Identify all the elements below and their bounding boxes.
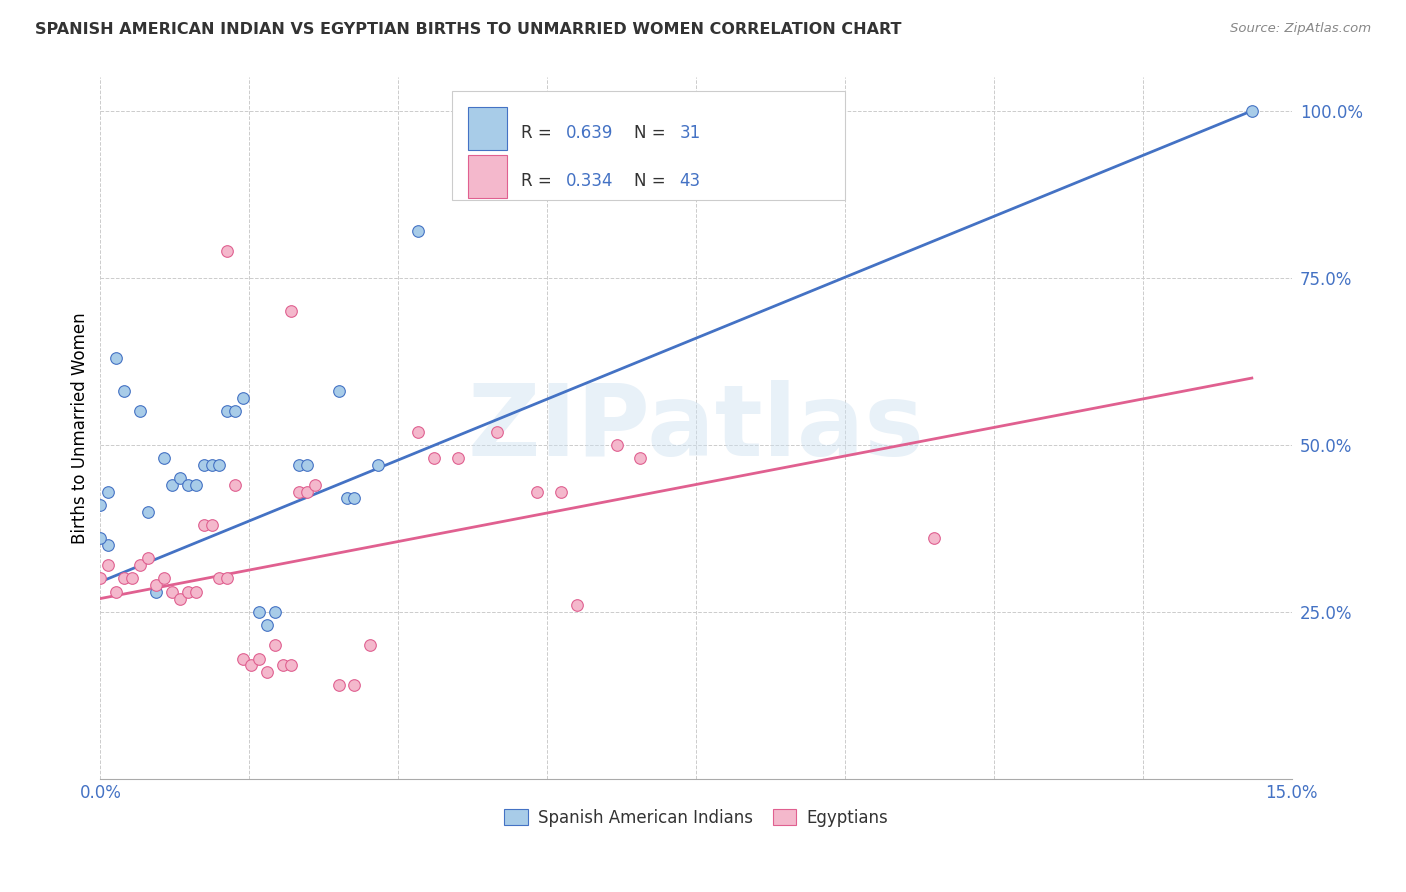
Point bbox=[606, 438, 628, 452]
Point bbox=[280, 304, 302, 318]
Point bbox=[328, 678, 350, 692]
Point bbox=[1240, 103, 1263, 118]
Point bbox=[208, 572, 231, 586]
Point bbox=[486, 425, 509, 439]
Point bbox=[304, 478, 326, 492]
FancyBboxPatch shape bbox=[468, 107, 506, 150]
Point bbox=[423, 451, 446, 466]
Text: 31: 31 bbox=[679, 124, 700, 142]
Point bbox=[264, 638, 287, 652]
Point bbox=[406, 224, 429, 238]
Point bbox=[177, 478, 200, 492]
Point bbox=[145, 578, 167, 592]
Point bbox=[526, 484, 548, 499]
Point bbox=[343, 678, 366, 692]
Point bbox=[89, 572, 111, 586]
Point bbox=[217, 244, 239, 259]
Point bbox=[335, 491, 357, 506]
Point bbox=[112, 572, 135, 586]
Text: N =: N = bbox=[634, 171, 671, 190]
Point bbox=[628, 451, 651, 466]
FancyBboxPatch shape bbox=[451, 92, 845, 200]
Point bbox=[153, 572, 176, 586]
Point bbox=[184, 585, 207, 599]
Text: Source: ZipAtlas.com: Source: ZipAtlas.com bbox=[1230, 22, 1371, 36]
Point bbox=[105, 585, 128, 599]
Point bbox=[217, 404, 239, 418]
Y-axis label: Births to Unmarried Women: Births to Unmarried Women bbox=[72, 312, 89, 544]
Point bbox=[97, 484, 120, 499]
Point bbox=[184, 478, 207, 492]
Point bbox=[97, 538, 120, 552]
Point bbox=[288, 458, 311, 472]
Point bbox=[271, 658, 294, 673]
Point bbox=[208, 458, 231, 472]
Text: 0.639: 0.639 bbox=[567, 124, 613, 142]
Point bbox=[224, 478, 246, 492]
Text: ZIPatlas: ZIPatlas bbox=[468, 380, 924, 476]
Point bbox=[217, 572, 239, 586]
Point bbox=[89, 532, 111, 546]
Point bbox=[145, 585, 167, 599]
Point bbox=[232, 391, 254, 405]
Point bbox=[343, 491, 366, 506]
Point bbox=[922, 532, 945, 546]
Text: SPANISH AMERICAN INDIAN VS EGYPTIAN BIRTHS TO UNMARRIED WOMEN CORRELATION CHART: SPANISH AMERICAN INDIAN VS EGYPTIAN BIRT… bbox=[35, 22, 901, 37]
Point bbox=[136, 505, 159, 519]
Point bbox=[200, 458, 222, 472]
Point bbox=[359, 638, 381, 652]
Text: R =: R = bbox=[520, 171, 557, 190]
Point bbox=[193, 458, 215, 472]
Point bbox=[256, 618, 278, 632]
Text: R =: R = bbox=[520, 124, 557, 142]
Point bbox=[121, 572, 143, 586]
Point bbox=[447, 451, 470, 466]
Point bbox=[295, 458, 318, 472]
Legend: Spanish American Indians, Egyptians: Spanish American Indians, Egyptians bbox=[498, 803, 894, 834]
Point bbox=[295, 484, 318, 499]
Point bbox=[288, 484, 311, 499]
Point bbox=[367, 458, 389, 472]
Point bbox=[153, 451, 176, 466]
Text: 43: 43 bbox=[679, 171, 700, 190]
Text: 0.334: 0.334 bbox=[567, 171, 613, 190]
Point bbox=[256, 665, 278, 679]
Point bbox=[89, 498, 111, 512]
Point bbox=[328, 384, 350, 399]
Point bbox=[160, 585, 183, 599]
FancyBboxPatch shape bbox=[468, 154, 506, 198]
Point bbox=[240, 658, 263, 673]
Point bbox=[247, 605, 270, 619]
Text: N =: N = bbox=[634, 124, 671, 142]
Point bbox=[129, 404, 152, 418]
Point bbox=[177, 585, 200, 599]
Point bbox=[565, 598, 588, 612]
Point bbox=[169, 471, 191, 485]
Point bbox=[112, 384, 135, 399]
Point bbox=[105, 351, 128, 365]
Point bbox=[129, 558, 152, 573]
Point bbox=[136, 551, 159, 566]
Point bbox=[406, 425, 429, 439]
Point bbox=[200, 518, 222, 533]
Point bbox=[224, 404, 246, 418]
Point bbox=[97, 558, 120, 573]
Point bbox=[193, 518, 215, 533]
Point bbox=[169, 591, 191, 606]
Point bbox=[232, 651, 254, 665]
Point bbox=[264, 605, 287, 619]
Point bbox=[247, 651, 270, 665]
Point bbox=[160, 478, 183, 492]
Point bbox=[550, 484, 572, 499]
Point bbox=[280, 658, 302, 673]
